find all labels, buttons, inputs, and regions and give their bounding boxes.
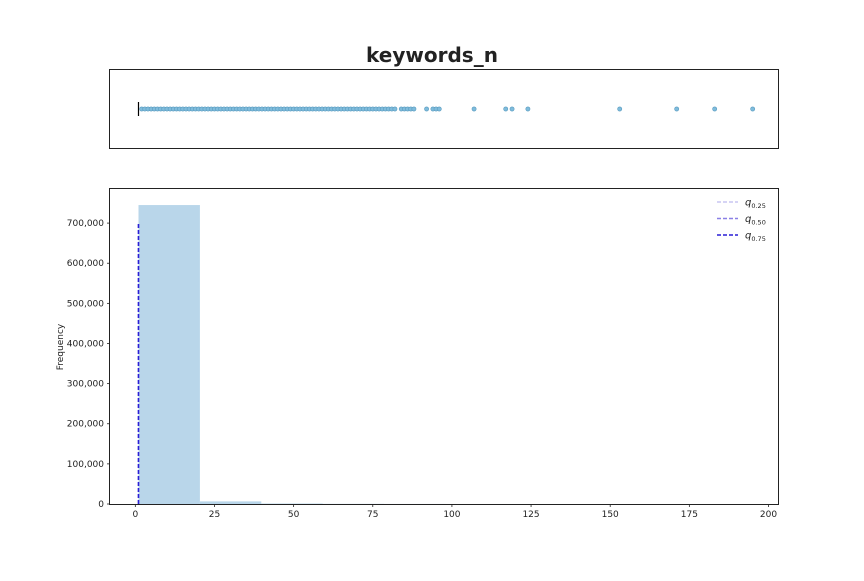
box-marks xyxy=(138,102,754,116)
y-tick-label: 200,000 xyxy=(67,420,104,430)
histogram-bar xyxy=(138,205,199,504)
histogram-bar xyxy=(200,501,261,504)
y-axis-ticks: 0 100,000 200,000 300,000 400,000 500,000 600,… xyxy=(67,219,110,510)
outlier-point xyxy=(526,107,530,111)
histogram-bars xyxy=(138,205,752,504)
outlier-point xyxy=(751,107,755,111)
x-tick-label: 175 xyxy=(681,510,698,520)
outlier-point xyxy=(437,107,441,111)
outlier-point xyxy=(424,107,428,111)
y-tick-label: 400,000 xyxy=(67,339,104,349)
y-tick-label: 300,000 xyxy=(67,380,104,390)
histogram-frame xyxy=(110,189,779,505)
outlier-point xyxy=(510,107,514,111)
legend-entry: q0.75 xyxy=(717,231,766,244)
histogram-panel: 0 25 50 75 100 125 150 175 200 0 100,000 200,000 30… xyxy=(56,189,779,521)
y-tick-label: 500,000 xyxy=(67,299,104,309)
y-tick-label: 700,000 xyxy=(67,219,104,229)
boxplot-panel xyxy=(110,70,779,149)
y-tick-label: 0 xyxy=(98,500,104,510)
outlier-point xyxy=(713,107,717,111)
y-tick-label: 600,000 xyxy=(67,259,104,269)
legend-entry: q0.50 xyxy=(717,214,766,227)
legend-label: q0.75 xyxy=(745,231,766,244)
y-tick-label: 100,000 xyxy=(67,460,104,470)
legend-label: q0.50 xyxy=(745,214,766,227)
x-tick-label: 150 xyxy=(602,510,619,520)
legend-entry: q0.25 xyxy=(717,198,766,211)
outlier-point xyxy=(618,107,622,111)
x-tick-label: 50 xyxy=(288,510,300,520)
outlier-point xyxy=(472,107,476,111)
x-tick-label: 100 xyxy=(443,510,460,520)
outlier-point xyxy=(393,107,397,111)
outlier-point xyxy=(675,107,679,111)
outlier-point xyxy=(504,107,508,111)
x-tick-label: 25 xyxy=(209,510,220,520)
legend-label: q0.25 xyxy=(745,198,766,211)
legend: q0.25 q0.50 q0.75 xyxy=(717,198,766,244)
x-axis-ticks: 0 25 50 75 100 125 150 175 200 xyxy=(132,504,777,520)
y-axis-label: Frequency xyxy=(56,323,66,370)
x-tick-label: 125 xyxy=(522,510,539,520)
x-tick-label: 0 xyxy=(132,510,138,520)
outlier-point xyxy=(412,107,416,111)
x-tick-label: 75 xyxy=(367,510,378,520)
chart-title: keywords_n xyxy=(366,43,498,67)
x-tick-label: 200 xyxy=(760,510,777,520)
